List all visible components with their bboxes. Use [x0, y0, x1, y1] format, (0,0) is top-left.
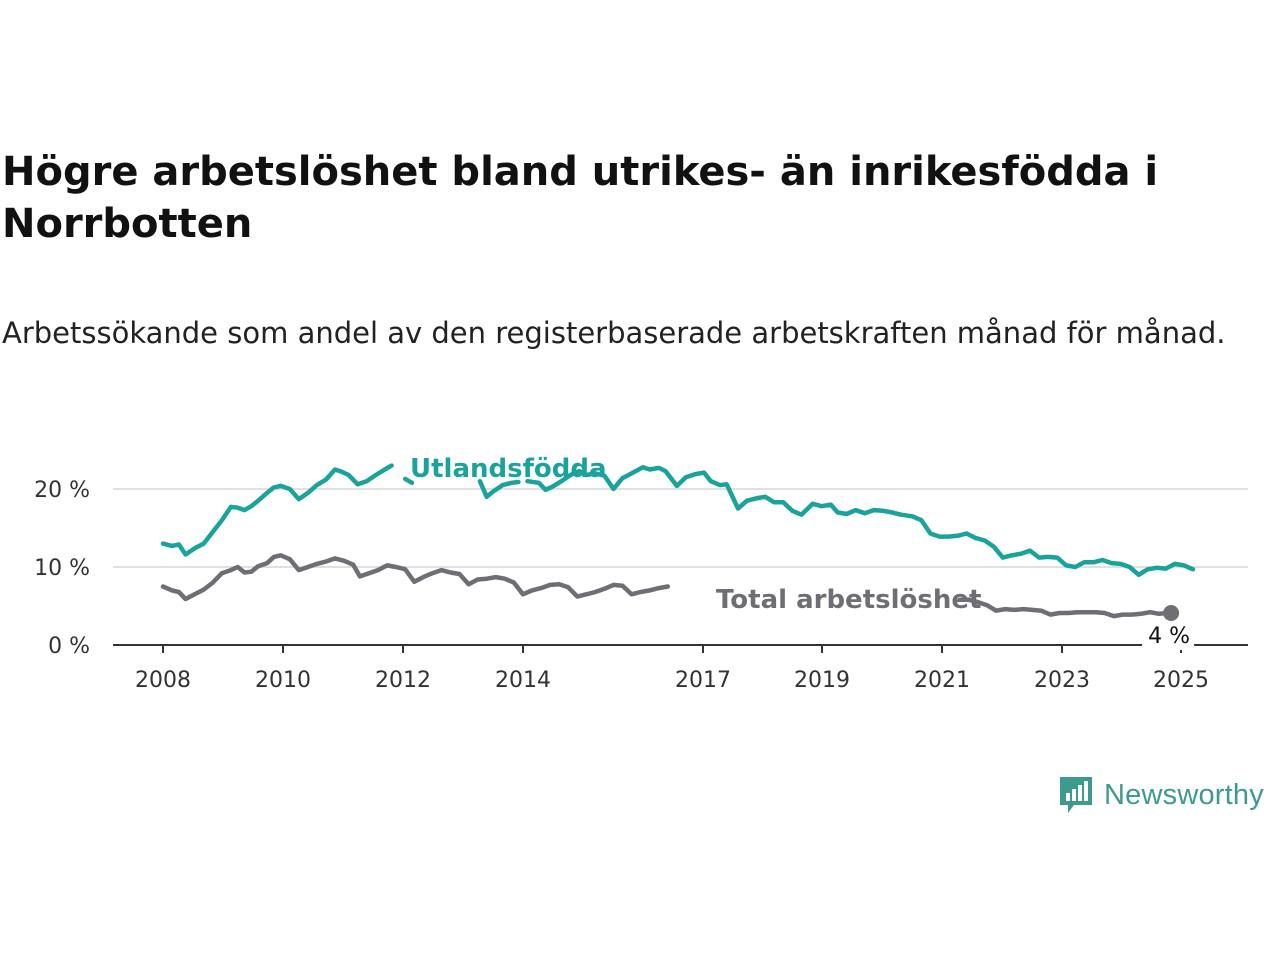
series-label-total: Total arbetslöshet — [716, 585, 981, 615]
chart-title: Högre arbetslöshet bland utrikes- än inr… — [2, 149, 1159, 247]
x-tick-label: 2012 — [375, 668, 431, 693]
series-line-total-part-2 — [957, 597, 1171, 619]
chart-subtitle: Arbetssökande som andel av den registerb… — [2, 316, 1226, 350]
endpoint-marker — [1163, 605, 1180, 622]
x-tick-label: 2021 — [914, 668, 970, 693]
x-tick-label: 2025 — [1153, 668, 1209, 693]
series-line-total — [160, 553, 671, 602]
x-tick-label: 2008 — [135, 668, 191, 693]
series-label-utlandsfodda: Utlandsfödda — [410, 454, 607, 484]
x-tick-label: 2019 — [794, 668, 850, 693]
series-line-utlandsfodda-part-2 — [402, 476, 415, 486]
y-tick-label: 20 % — [34, 478, 90, 503]
y-tick-label: 10 % — [34, 556, 90, 581]
series-line-utlandsfodda-part-4 — [525, 464, 1196, 578]
series-line-utlandsfodda-part-3 — [477, 478, 521, 500]
series — [160, 463, 1196, 619]
line-chart: 0 % 10 % 20 % 2008 2010 2012 2014 2017 2019 2021 2… — [34, 454, 1248, 693]
axes: 0 % 10 % 20 % 2008 2010 2012 2014 2017 2019 2021 2… — [34, 478, 1248, 693]
x-tick-label: 2010 — [255, 668, 311, 693]
newsworthy-logo: Newsworthy — [1058, 772, 1264, 818]
newsworthy-bar-chart-icon — [1060, 777, 1092, 813]
x-tick-label: 2014 — [495, 668, 551, 693]
series-line-utlandsfodda — [160, 463, 394, 557]
end-value-label: 4 % — [1148, 624, 1190, 649]
end-label-background — [1142, 622, 1195, 651]
logo-text: Newsworthy — [1104, 778, 1264, 811]
x-tick-label: 2017 — [675, 668, 731, 693]
x-tick-label: 2023 — [1034, 668, 1090, 693]
series-labels: Utlandsfödda Total arbetslöshet 4 % — [410, 454, 1195, 651]
y-tick-label: 0 % — [48, 634, 90, 659]
